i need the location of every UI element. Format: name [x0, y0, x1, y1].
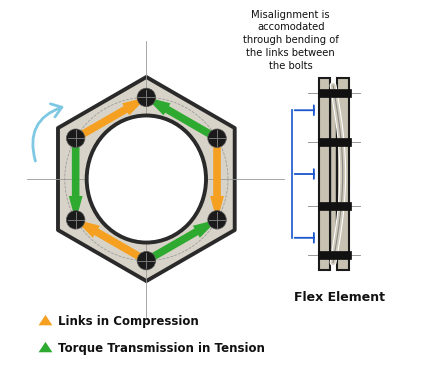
FancyArrow shape: [72, 97, 147, 142]
Text: Flex Element: Flex Element: [293, 291, 384, 305]
Bar: [317, 202, 350, 210]
Bar: [318, 78, 329, 270]
FancyArrowPatch shape: [33, 104, 62, 161]
FancyArrow shape: [210, 137, 223, 221]
Circle shape: [66, 211, 85, 229]
FancyArrow shape: [145, 97, 220, 142]
Text: Links in Compression: Links in Compression: [58, 315, 198, 328]
FancyArrow shape: [143, 219, 218, 265]
Bar: [317, 89, 350, 97]
Circle shape: [137, 88, 155, 107]
Text: Torque Transmission in Tension: Torque Transmission in Tension: [58, 342, 265, 355]
Circle shape: [207, 211, 226, 229]
Bar: [336, 78, 349, 270]
Circle shape: [66, 129, 85, 147]
Circle shape: [207, 129, 226, 147]
Text: Misalignment is
accomodated
through bending of
the links between
the bolts: Misalignment is accomodated through bend…: [242, 10, 338, 71]
Polygon shape: [39, 315, 52, 325]
Polygon shape: [39, 342, 52, 352]
Bar: [330, 93, 335, 255]
Ellipse shape: [86, 116, 205, 243]
FancyArrow shape: [74, 219, 149, 265]
FancyArrow shape: [69, 137, 82, 221]
Circle shape: [137, 251, 155, 270]
Polygon shape: [58, 77, 234, 281]
Bar: [317, 251, 350, 259]
Bar: [317, 138, 350, 146]
